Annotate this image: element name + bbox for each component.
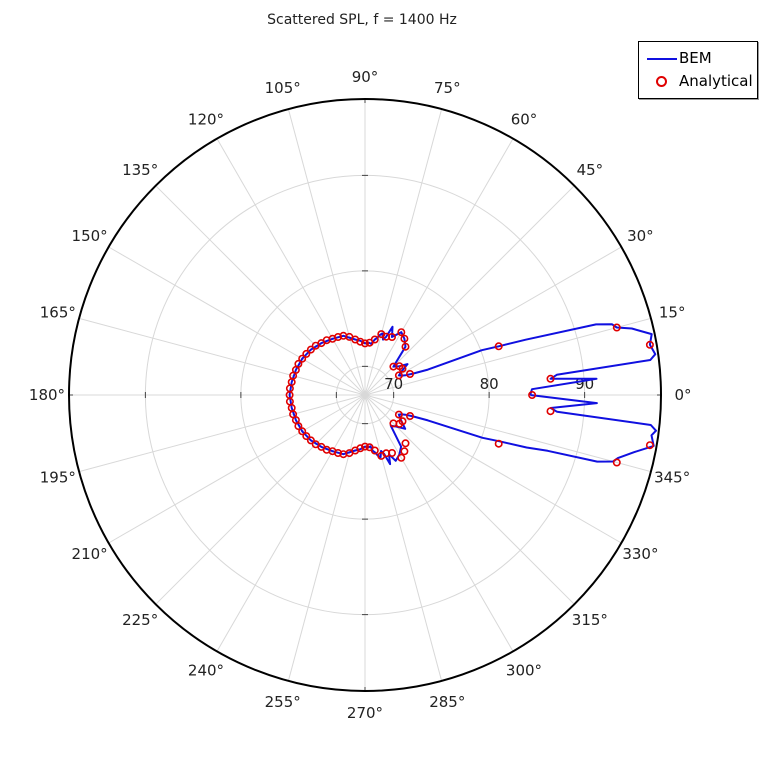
legend-label-bem: BEM bbox=[679, 49, 712, 67]
angle-tick-label: 105° bbox=[265, 79, 301, 97]
radial-tick-label: 90 bbox=[575, 375, 594, 393]
angle-tick-label: 135° bbox=[122, 161, 158, 179]
angle-tick-label: 255° bbox=[265, 693, 301, 711]
legend-item-bem: BEM bbox=[639, 48, 757, 70]
analytical-marker bbox=[645, 340, 654, 349]
analytical-marker bbox=[298, 427, 307, 436]
angle-grid-line bbox=[364, 394, 575, 605]
angle-tick-label: 240° bbox=[188, 661, 224, 679]
angle-grid-line bbox=[364, 108, 443, 396]
angle-grid-line bbox=[78, 317, 366, 396]
plot-border bbox=[68, 98, 662, 692]
angle-tick-labels: 0° 15° 30° 45° 60° 75° 90° 105° 120° 135° 150° 165°… bbox=[29, 68, 692, 722]
angle-grid-line bbox=[287, 394, 366, 682]
analytical-marker bbox=[494, 439, 503, 448]
analytical-marker bbox=[394, 410, 403, 419]
angle-tick-label: 315° bbox=[572, 611, 608, 629]
analytical-marker bbox=[528, 390, 537, 399]
angle-grid-line bbox=[364, 317, 652, 396]
series-layer bbox=[285, 323, 657, 467]
analytical-marker bbox=[645, 441, 654, 450]
series-line-bem bbox=[288, 323, 657, 466]
angle-tick-label: 300° bbox=[506, 661, 542, 679]
analytical-marker bbox=[401, 439, 410, 448]
angle-tick-label: 120° bbox=[188, 111, 224, 129]
analytical-marker bbox=[546, 374, 555, 383]
analytical-marker bbox=[400, 447, 409, 456]
analytical-marker bbox=[306, 345, 315, 354]
analytical-marker bbox=[405, 369, 414, 378]
analytical-marker bbox=[397, 453, 406, 462]
angle-tick-label: 270° bbox=[347, 704, 383, 722]
angle-tick-label: 330° bbox=[622, 545, 658, 563]
analytical-marker bbox=[394, 371, 403, 380]
analytical-marker bbox=[405, 411, 414, 420]
angle-tick-label: 180° bbox=[29, 386, 65, 404]
angle-grid-line bbox=[287, 108, 366, 396]
analytical-marker bbox=[302, 432, 311, 441]
legend: BEM Analytical bbox=[638, 41, 758, 99]
analytical-marker bbox=[365, 338, 374, 347]
angle-grid-line bbox=[216, 394, 366, 652]
legend-marker-swatch bbox=[656, 76, 667, 87]
angle-tick-label: 30° bbox=[627, 227, 654, 245]
analytical-marker bbox=[360, 442, 369, 451]
angle-tick-label: 285° bbox=[429, 693, 465, 711]
angle-grid-line bbox=[78, 394, 366, 473]
analytical-marker bbox=[377, 330, 386, 339]
analytical-marker bbox=[398, 417, 407, 426]
angle-tick-label: 195° bbox=[40, 468, 76, 486]
analytical-marker bbox=[298, 354, 307, 363]
analytical-marker bbox=[494, 342, 503, 351]
radial-tick-label: 80 bbox=[480, 375, 499, 393]
angle-tick-label: 75° bbox=[434, 79, 461, 97]
polar-grid bbox=[69, 99, 661, 691]
analytical-marker bbox=[389, 362, 398, 371]
analytical-marker bbox=[397, 328, 406, 337]
angle-grid-line bbox=[108, 246, 366, 396]
angle-grid-line bbox=[364, 185, 575, 396]
angle-grid-line bbox=[155, 394, 366, 605]
angle-grid-line bbox=[364, 394, 622, 544]
angle-tick-label: 225° bbox=[122, 611, 158, 629]
legend-item-analytical: Analytical bbox=[639, 71, 757, 93]
angle-grid-line bbox=[216, 138, 366, 396]
radial-tick-label: 70 bbox=[384, 375, 403, 393]
angle-grid-line bbox=[364, 138, 514, 396]
angle-tick-label: 90° bbox=[352, 68, 379, 86]
angle-tick-label: 0° bbox=[674, 386, 691, 404]
angle-grid-line bbox=[364, 394, 443, 682]
analytical-marker bbox=[370, 446, 379, 455]
angle-tick-label: 15° bbox=[659, 304, 686, 322]
analytical-marker bbox=[401, 342, 410, 351]
analytical-marker bbox=[311, 341, 320, 350]
angle-tick-label: 210° bbox=[72, 545, 108, 563]
analytical-marker bbox=[387, 448, 396, 457]
analytical-marker bbox=[612, 323, 621, 332]
angle-tick-label: 165° bbox=[40, 304, 76, 322]
angle-grid-line bbox=[364, 394, 514, 652]
chart-title: Scattered SPL, f = 1400 Hz bbox=[267, 12, 457, 28]
analytical-marker bbox=[546, 407, 555, 416]
legend-line-swatch bbox=[647, 58, 677, 60]
angle-grid-line bbox=[364, 394, 652, 473]
angle-tick-label: 60° bbox=[511, 111, 538, 129]
angle-grid-line bbox=[364, 246, 622, 396]
angle-tick-label: 150° bbox=[72, 227, 108, 245]
analytical-marker bbox=[356, 444, 365, 453]
analytical-marker bbox=[400, 334, 409, 343]
angle-grid-line bbox=[155, 185, 366, 396]
legend-label-analytical: Analytical bbox=[679, 72, 753, 90]
analytical-marker bbox=[302, 349, 311, 358]
angle-tick-label: 345° bbox=[654, 468, 690, 486]
analytical-marker bbox=[360, 339, 369, 348]
analytical-marker bbox=[294, 422, 303, 431]
analytical-marker bbox=[612, 458, 621, 467]
angle-grid-line bbox=[108, 394, 366, 544]
angle-tick-label: 45° bbox=[577, 161, 604, 179]
analytical-marker bbox=[306, 436, 315, 445]
